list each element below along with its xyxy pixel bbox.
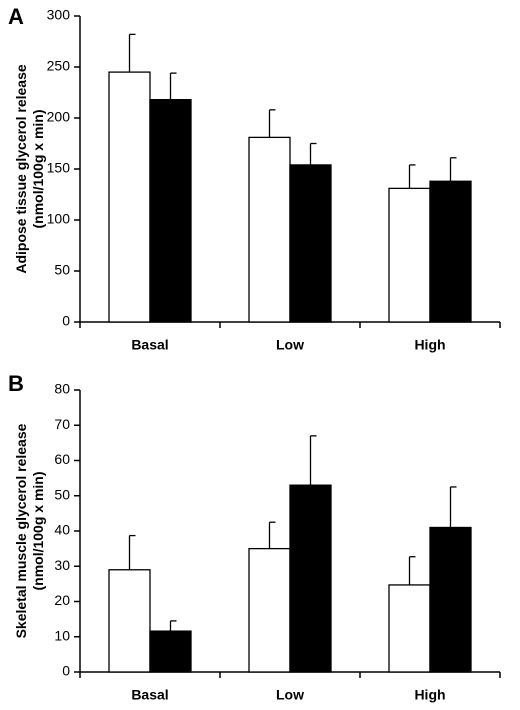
panel-label: A [8, 4, 24, 29]
bar [429, 180, 472, 323]
x-tick-label: Low [276, 337, 304, 353]
y-tick-label: 40 [54, 522, 70, 538]
y-tick-label: 20 [54, 592, 70, 608]
y-tick-label: 150 [47, 160, 71, 176]
y-tick-label: 80 [54, 381, 70, 397]
y-axis-label-line: Skeletal muscle glycerol release [13, 423, 29, 638]
y-tick-label: 250 [47, 58, 71, 74]
bar [108, 569, 151, 673]
y-axis-label: Adipose tissue glycerol release(nmol/100… [13, 64, 46, 274]
y-tick-label: 60 [54, 451, 70, 467]
y-tick-label: 50 [54, 486, 70, 502]
x-tick-label: Basal [131, 337, 168, 353]
y-tick-label: 100 [47, 211, 71, 227]
bar [289, 164, 332, 323]
y-tick-label: 0 [62, 663, 70, 679]
y-tick-label: 70 [54, 416, 70, 432]
bar [388, 187, 431, 323]
y-tick-label: 10 [54, 627, 70, 643]
x-tick-label: High [414, 337, 445, 353]
y-axis-label-line: (nmol/100g x min) [30, 109, 46, 228]
x-tick-label: Low [276, 687, 304, 703]
y-tick-label: 0 [62, 313, 70, 329]
bar [248, 547, 291, 673]
y-axis-label-line: Adipose tissue glycerol release [13, 64, 29, 274]
bar [149, 98, 192, 323]
y-tick-label: 30 [54, 557, 70, 573]
bar [388, 584, 431, 673]
bar [429, 526, 472, 673]
bar [289, 484, 332, 673]
y-axis-label: Skeletal muscle glycerol release(nmol/10… [13, 423, 46, 638]
panel-label: B [8, 371, 24, 396]
bar [108, 71, 151, 323]
y-tick-label: 50 [54, 262, 70, 278]
y-tick-label: 300 [47, 7, 71, 23]
bar [149, 630, 192, 673]
x-tick-label: High [414, 687, 445, 703]
y-axis-label-line: (nmol/100g x min) [30, 471, 46, 590]
y-tick-label: 200 [47, 109, 71, 125]
x-tick-label: Basal [131, 687, 168, 703]
bar [248, 136, 291, 323]
